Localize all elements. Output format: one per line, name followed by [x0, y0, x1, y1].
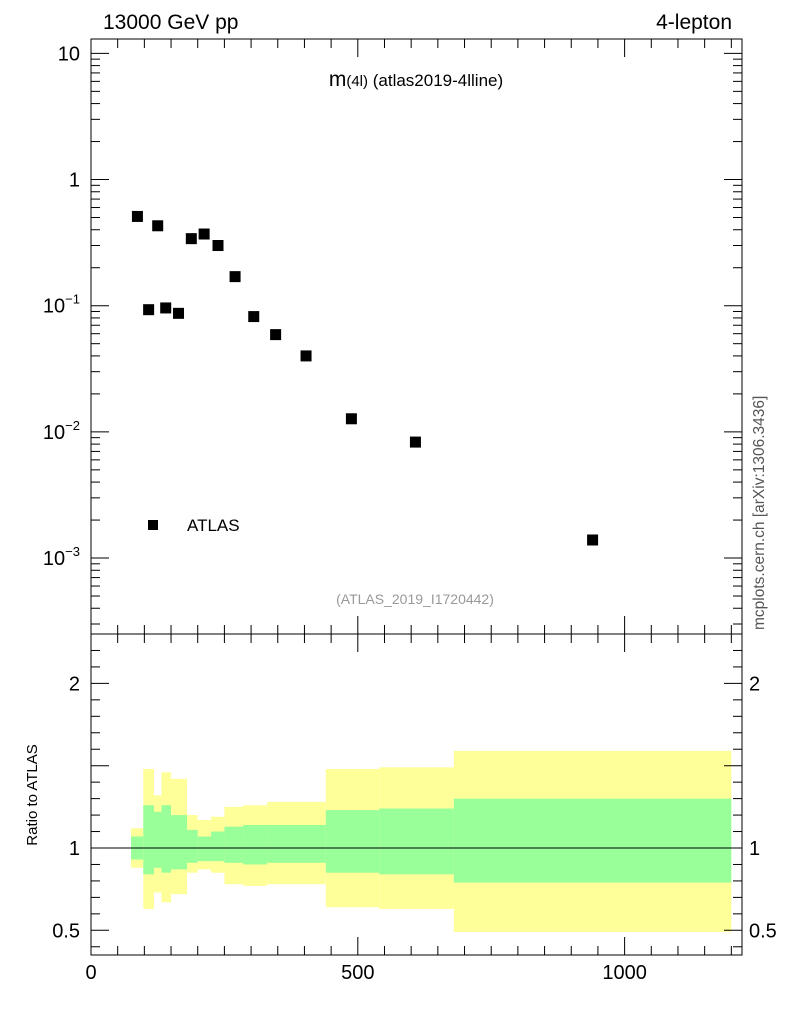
data-point [185, 233, 197, 245]
ratio-uncertainty-bands [131, 750, 732, 932]
main-y-tick-labels: 10 1 10−1 10−2 10−3 [43, 43, 80, 570]
inner-band [153, 811, 162, 868]
header-energy-label: 13000 GeV pp [103, 11, 238, 34]
plot-title: m(4l) (atlas2019-4lline) [329, 68, 503, 91]
inner-band [211, 831, 225, 862]
data-point [152, 220, 164, 232]
inner-band [224, 826, 244, 863]
side-source-label: mcplots.cern.ch [arXiv:1306.3436] [751, 396, 768, 630]
plot-title-rest: (atlas2019-4lline) [368, 71, 503, 90]
data-point [300, 350, 312, 362]
data-point [409, 436, 421, 448]
data-point [229, 271, 241, 283]
analysis-id-label: (ATLAS_2019_I1720442) [336, 591, 494, 607]
ratio-tick-labels: 0.5 0.5 1 1 2 2 0 500 1000 [52, 673, 777, 984]
main-y-tick-label: 10−3 [43, 544, 80, 570]
main-axis-ticks [90, 39, 742, 634]
plot-title-main: m [329, 68, 347, 91]
x-tick-label: 1000 [602, 962, 647, 984]
legend-label-atlas: ATLAS [187, 516, 240, 535]
header-process-label: 4-lepton [656, 11, 732, 34]
data-point [248, 311, 260, 323]
ratio-y-axis-label: Ratio to ATLAS [24, 744, 41, 845]
main-y-tick-label: 1 [69, 170, 80, 192]
x-tick-label: 500 [341, 962, 374, 984]
ratio-y-tick-label: 0.5 [52, 920, 80, 942]
ratio-y-tick-label-right: 2 [749, 673, 760, 695]
inner-band [197, 836, 212, 862]
inner-band [267, 824, 326, 863]
data-point [345, 413, 357, 425]
inner-band [161, 805, 172, 873]
legend: ATLAS [148, 516, 240, 535]
inner-band [379, 808, 454, 875]
data-points [131, 210, 599, 546]
ratio-plot-frame [90, 633, 743, 956]
data-point [160, 302, 172, 314]
data-point [198, 228, 210, 240]
inner-band [171, 815, 188, 870]
ratio-axis-ticks [90, 634, 742, 955]
inner-band [243, 824, 268, 865]
inner-band [187, 829, 198, 863]
data-point [212, 240, 224, 252]
main-y-tick-label: 10−1 [43, 292, 80, 318]
data-point [587, 534, 599, 546]
ratio-panel: 0.5 0.5 1 1 2 2 0 500 1000 Ratio to ATLAS [24, 633, 777, 984]
plot-title-sub: (4l) [346, 73, 368, 90]
legend-marker-atlas [148, 520, 158, 530]
data-point [173, 307, 185, 319]
ratio-y-tick-label: 1 [69, 838, 80, 860]
inner-band [143, 805, 154, 875]
data-point [270, 329, 282, 341]
main-plot-frame [90, 38, 743, 635]
ratio-y-tick-label-right: 0.5 [749, 920, 777, 942]
ratio-y-tick-label: 2 [69, 673, 80, 695]
data-point [143, 304, 155, 316]
main-panel: 10 1 10−1 10−2 10−3 m(4l) (atlas2019-4lline)… [43, 38, 743, 635]
ratio-y-tick-label-right: 1 [749, 838, 760, 860]
inner-band [325, 810, 380, 873]
main-y-tick-label: 10 [58, 43, 80, 65]
data-point [131, 210, 143, 222]
x-tick-label: 0 [85, 962, 96, 984]
main-y-tick-label: 10−2 [43, 418, 80, 444]
inner-band [453, 798, 732, 883]
